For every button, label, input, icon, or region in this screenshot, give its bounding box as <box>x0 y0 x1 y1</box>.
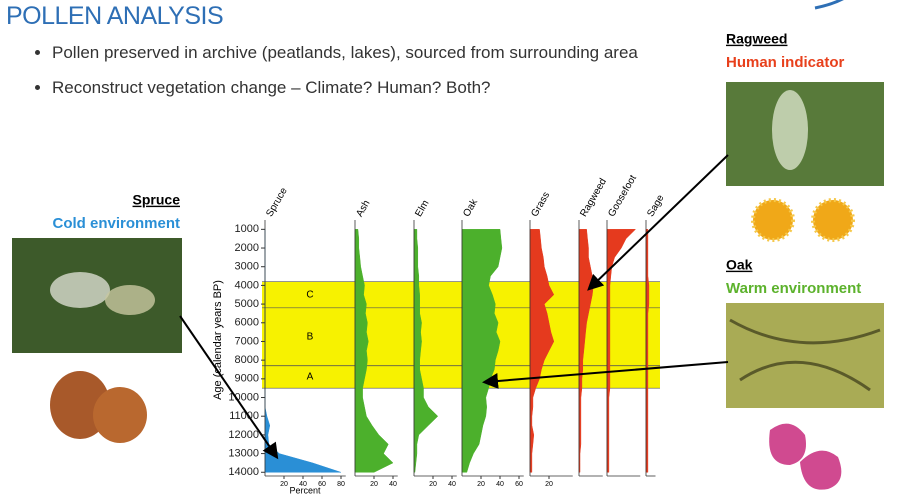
zone-band <box>262 365 660 389</box>
pollen-curve <box>645 229 650 473</box>
y-tick-label: 12000 <box>228 429 259 441</box>
y-tick-label: 2000 <box>235 242 259 254</box>
callout-name: Ragweed <box>726 31 787 47</box>
ragweed-pollen <box>811 198 855 242</box>
oak-photo <box>726 303 884 408</box>
taxon-label: Ragweed <box>578 177 609 219</box>
taxon-label: Sage <box>645 193 666 219</box>
taxon-label: Ash <box>354 198 372 218</box>
x-tick-label: 40 <box>389 481 397 488</box>
x-tick-label: 80 <box>337 481 345 488</box>
x-tick-label: 20 <box>545 481 553 488</box>
ragweed-photo <box>726 82 884 186</box>
pollen-curve <box>461 229 503 473</box>
x-tick-label: 60 <box>318 481 326 488</box>
spruce-pollen <box>93 387 147 443</box>
logo-arc <box>814 0 844 10</box>
callout-note: Human indicator <box>726 54 845 71</box>
slide-title: POLLEN ANALYSIS <box>6 2 224 30</box>
callout-name: Oak <box>726 257 753 273</box>
x-tick-label: 20 <box>370 481 378 488</box>
bullet: Reconstruct vegetation change – Climate?… <box>52 75 652 100</box>
y-tick-label: 10000 <box>228 391 259 403</box>
zone-band <box>262 307 660 366</box>
spruce-pollen <box>50 371 110 439</box>
spruce-photo-detail <box>105 285 155 315</box>
y-tick-label: 9000 <box>235 373 259 385</box>
oak-pollen <box>800 450 842 490</box>
x-tick-label: 20 <box>280 481 288 488</box>
callout-name: Spruce <box>133 192 181 208</box>
taxon-label: Oak <box>461 197 480 219</box>
spruce-photo-detail <box>50 272 110 308</box>
pollen-curve <box>354 229 394 473</box>
y-axis-label: Age (calendar years BP) <box>212 280 224 400</box>
zone-band <box>262 281 660 308</box>
y-tick-label: 4000 <box>235 279 259 291</box>
oak-photo-detail <box>729 318 881 392</box>
pollen-curve <box>578 229 594 473</box>
y-tick-label: 14000 <box>228 466 259 478</box>
y-tick-label: 6000 <box>235 317 259 329</box>
y-tick-label: 13000 <box>228 447 259 459</box>
x-tick-label: 20 <box>477 481 485 488</box>
y-tick-label: 3000 <box>235 261 259 273</box>
ragweed-pollen <box>751 198 795 242</box>
oak-pollen <box>769 423 806 465</box>
zone-label: A <box>307 372 314 383</box>
pollen-curve <box>413 229 439 473</box>
arrow <box>179 315 279 460</box>
x-axis-label: Percent <box>289 485 321 495</box>
arrow <box>482 361 729 389</box>
callout-note: Warm environment <box>726 280 861 297</box>
y-tick-label: 11000 <box>229 410 259 422</box>
pollen-curve <box>264 229 342 473</box>
taxon-label: Goosefoot <box>606 173 639 219</box>
taxon-label: Grass <box>529 190 552 219</box>
zone-label: B <box>307 331 314 342</box>
bullet-list: Pollen preserved in archive (peatlands, … <box>28 40 652 110</box>
y-tick-label: 5000 <box>235 298 259 310</box>
taxon-label: Spruce <box>264 186 290 219</box>
spruce-photo <box>12 238 182 353</box>
callout-note: Cold environment <box>52 215 180 232</box>
x-tick-label: 40 <box>448 481 456 488</box>
y-tick-label: 7000 <box>235 335 259 347</box>
bullet: Pollen preserved in archive (peatlands, … <box>52 40 652 65</box>
x-tick-label: 40 <box>299 481 307 488</box>
pollen-curve <box>606 229 637 473</box>
x-tick-label: 40 <box>496 481 504 488</box>
pollen-diagram: C B A 1000 2000 3000 4000 5000 6000 7000 8000 9000 1… <box>212 173 667 495</box>
x-tick-label: 60 <box>515 481 523 488</box>
zone-label: C <box>306 289 313 300</box>
arrow <box>587 154 729 291</box>
ragweed-photo-detail <box>772 90 808 170</box>
pollen-curve <box>529 229 555 473</box>
y-tick-label: 8000 <box>235 354 259 366</box>
x-tick-label: 20 <box>429 481 437 488</box>
taxon-label: Elm <box>413 198 431 218</box>
y-tick-label: 1000 <box>235 223 259 235</box>
